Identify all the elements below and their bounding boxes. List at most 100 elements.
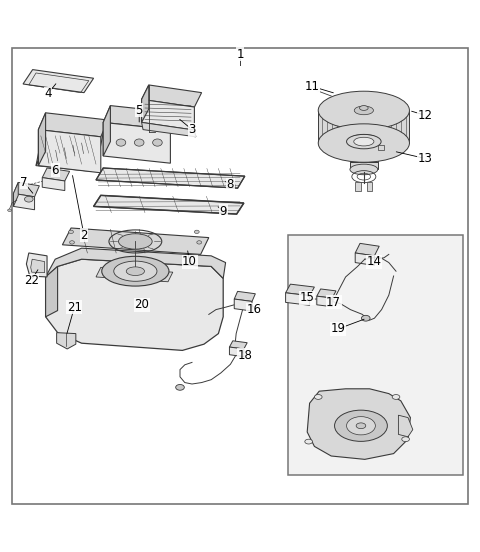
Polygon shape bbox=[142, 85, 202, 107]
Polygon shape bbox=[43, 127, 103, 157]
Polygon shape bbox=[46, 248, 226, 278]
Polygon shape bbox=[229, 341, 247, 349]
Ellipse shape bbox=[119, 233, 152, 249]
Ellipse shape bbox=[361, 315, 370, 321]
Polygon shape bbox=[307, 389, 410, 459]
Text: 1: 1 bbox=[236, 47, 244, 61]
Ellipse shape bbox=[116, 139, 126, 146]
Text: 21: 21 bbox=[67, 301, 82, 314]
Text: 8: 8 bbox=[227, 178, 234, 192]
Text: 12: 12 bbox=[417, 109, 432, 121]
Polygon shape bbox=[96, 267, 173, 282]
Ellipse shape bbox=[392, 395, 400, 399]
Ellipse shape bbox=[350, 134, 378, 145]
Polygon shape bbox=[57, 333, 76, 349]
Ellipse shape bbox=[24, 197, 33, 202]
Polygon shape bbox=[355, 253, 374, 266]
Polygon shape bbox=[234, 291, 255, 301]
Polygon shape bbox=[62, 228, 209, 254]
Polygon shape bbox=[42, 178, 65, 190]
Text: 6: 6 bbox=[51, 164, 59, 177]
Ellipse shape bbox=[402, 437, 409, 442]
Polygon shape bbox=[38, 130, 101, 173]
Ellipse shape bbox=[335, 410, 387, 442]
Polygon shape bbox=[103, 105, 178, 130]
Polygon shape bbox=[38, 113, 46, 166]
Polygon shape bbox=[234, 299, 252, 311]
Text: 14: 14 bbox=[367, 255, 382, 268]
Polygon shape bbox=[350, 162, 378, 169]
Text: 1: 1 bbox=[236, 47, 244, 61]
Text: 9: 9 bbox=[219, 205, 227, 217]
Ellipse shape bbox=[70, 241, 74, 244]
Polygon shape bbox=[398, 415, 413, 437]
Text: 20: 20 bbox=[134, 298, 149, 311]
Polygon shape bbox=[229, 347, 244, 357]
Ellipse shape bbox=[360, 105, 368, 110]
Text: 5: 5 bbox=[135, 104, 143, 117]
Text: 18: 18 bbox=[238, 349, 252, 362]
Polygon shape bbox=[26, 253, 47, 277]
Bar bbox=[378, 145, 384, 150]
Polygon shape bbox=[318, 112, 409, 143]
Text: 19: 19 bbox=[331, 322, 346, 335]
Ellipse shape bbox=[69, 230, 73, 233]
Ellipse shape bbox=[114, 261, 157, 282]
Polygon shape bbox=[286, 293, 310, 305]
Polygon shape bbox=[286, 284, 314, 296]
Polygon shape bbox=[36, 151, 98, 171]
Text: 3: 3 bbox=[188, 123, 196, 136]
Polygon shape bbox=[317, 289, 336, 298]
Polygon shape bbox=[355, 243, 379, 256]
Ellipse shape bbox=[347, 134, 381, 149]
Polygon shape bbox=[317, 296, 332, 307]
Text: 2: 2 bbox=[80, 229, 88, 242]
Polygon shape bbox=[13, 193, 35, 210]
Ellipse shape bbox=[347, 417, 375, 435]
Text: 11: 11 bbox=[304, 80, 320, 93]
Polygon shape bbox=[103, 105, 110, 156]
Text: 13: 13 bbox=[418, 152, 432, 165]
Ellipse shape bbox=[356, 423, 366, 429]
Ellipse shape bbox=[197, 241, 202, 244]
Ellipse shape bbox=[318, 91, 409, 130]
Text: 4: 4 bbox=[44, 87, 52, 100]
Polygon shape bbox=[38, 113, 108, 137]
Bar bbox=[355, 182, 361, 191]
Bar bbox=[288, 235, 463, 475]
Ellipse shape bbox=[102, 256, 169, 286]
Ellipse shape bbox=[354, 106, 373, 115]
Polygon shape bbox=[350, 140, 378, 162]
Ellipse shape bbox=[305, 439, 312, 444]
Polygon shape bbox=[13, 182, 39, 197]
Text: 11: 11 bbox=[304, 80, 320, 93]
Polygon shape bbox=[31, 259, 45, 273]
Polygon shape bbox=[96, 168, 245, 188]
Text: 7: 7 bbox=[20, 176, 28, 189]
Polygon shape bbox=[46, 267, 58, 317]
Ellipse shape bbox=[318, 124, 409, 162]
Ellipse shape bbox=[153, 139, 162, 146]
Text: 17: 17 bbox=[326, 296, 341, 309]
Ellipse shape bbox=[176, 385, 184, 390]
Text: 16: 16 bbox=[247, 303, 262, 316]
Ellipse shape bbox=[134, 139, 144, 146]
Polygon shape bbox=[13, 182, 18, 206]
Ellipse shape bbox=[354, 137, 374, 146]
Text: 22: 22 bbox=[24, 274, 39, 287]
Polygon shape bbox=[142, 85, 149, 123]
Text: 15: 15 bbox=[300, 291, 314, 304]
Polygon shape bbox=[42, 168, 70, 181]
Ellipse shape bbox=[8, 209, 12, 211]
Polygon shape bbox=[94, 195, 244, 214]
Ellipse shape bbox=[126, 267, 144, 275]
Polygon shape bbox=[142, 99, 194, 130]
Ellipse shape bbox=[194, 230, 199, 233]
Bar bbox=[367, 182, 372, 191]
Ellipse shape bbox=[314, 395, 322, 399]
Polygon shape bbox=[142, 123, 196, 137]
Polygon shape bbox=[103, 123, 170, 163]
Polygon shape bbox=[23, 70, 94, 93]
Polygon shape bbox=[36, 127, 48, 166]
Polygon shape bbox=[46, 259, 223, 351]
